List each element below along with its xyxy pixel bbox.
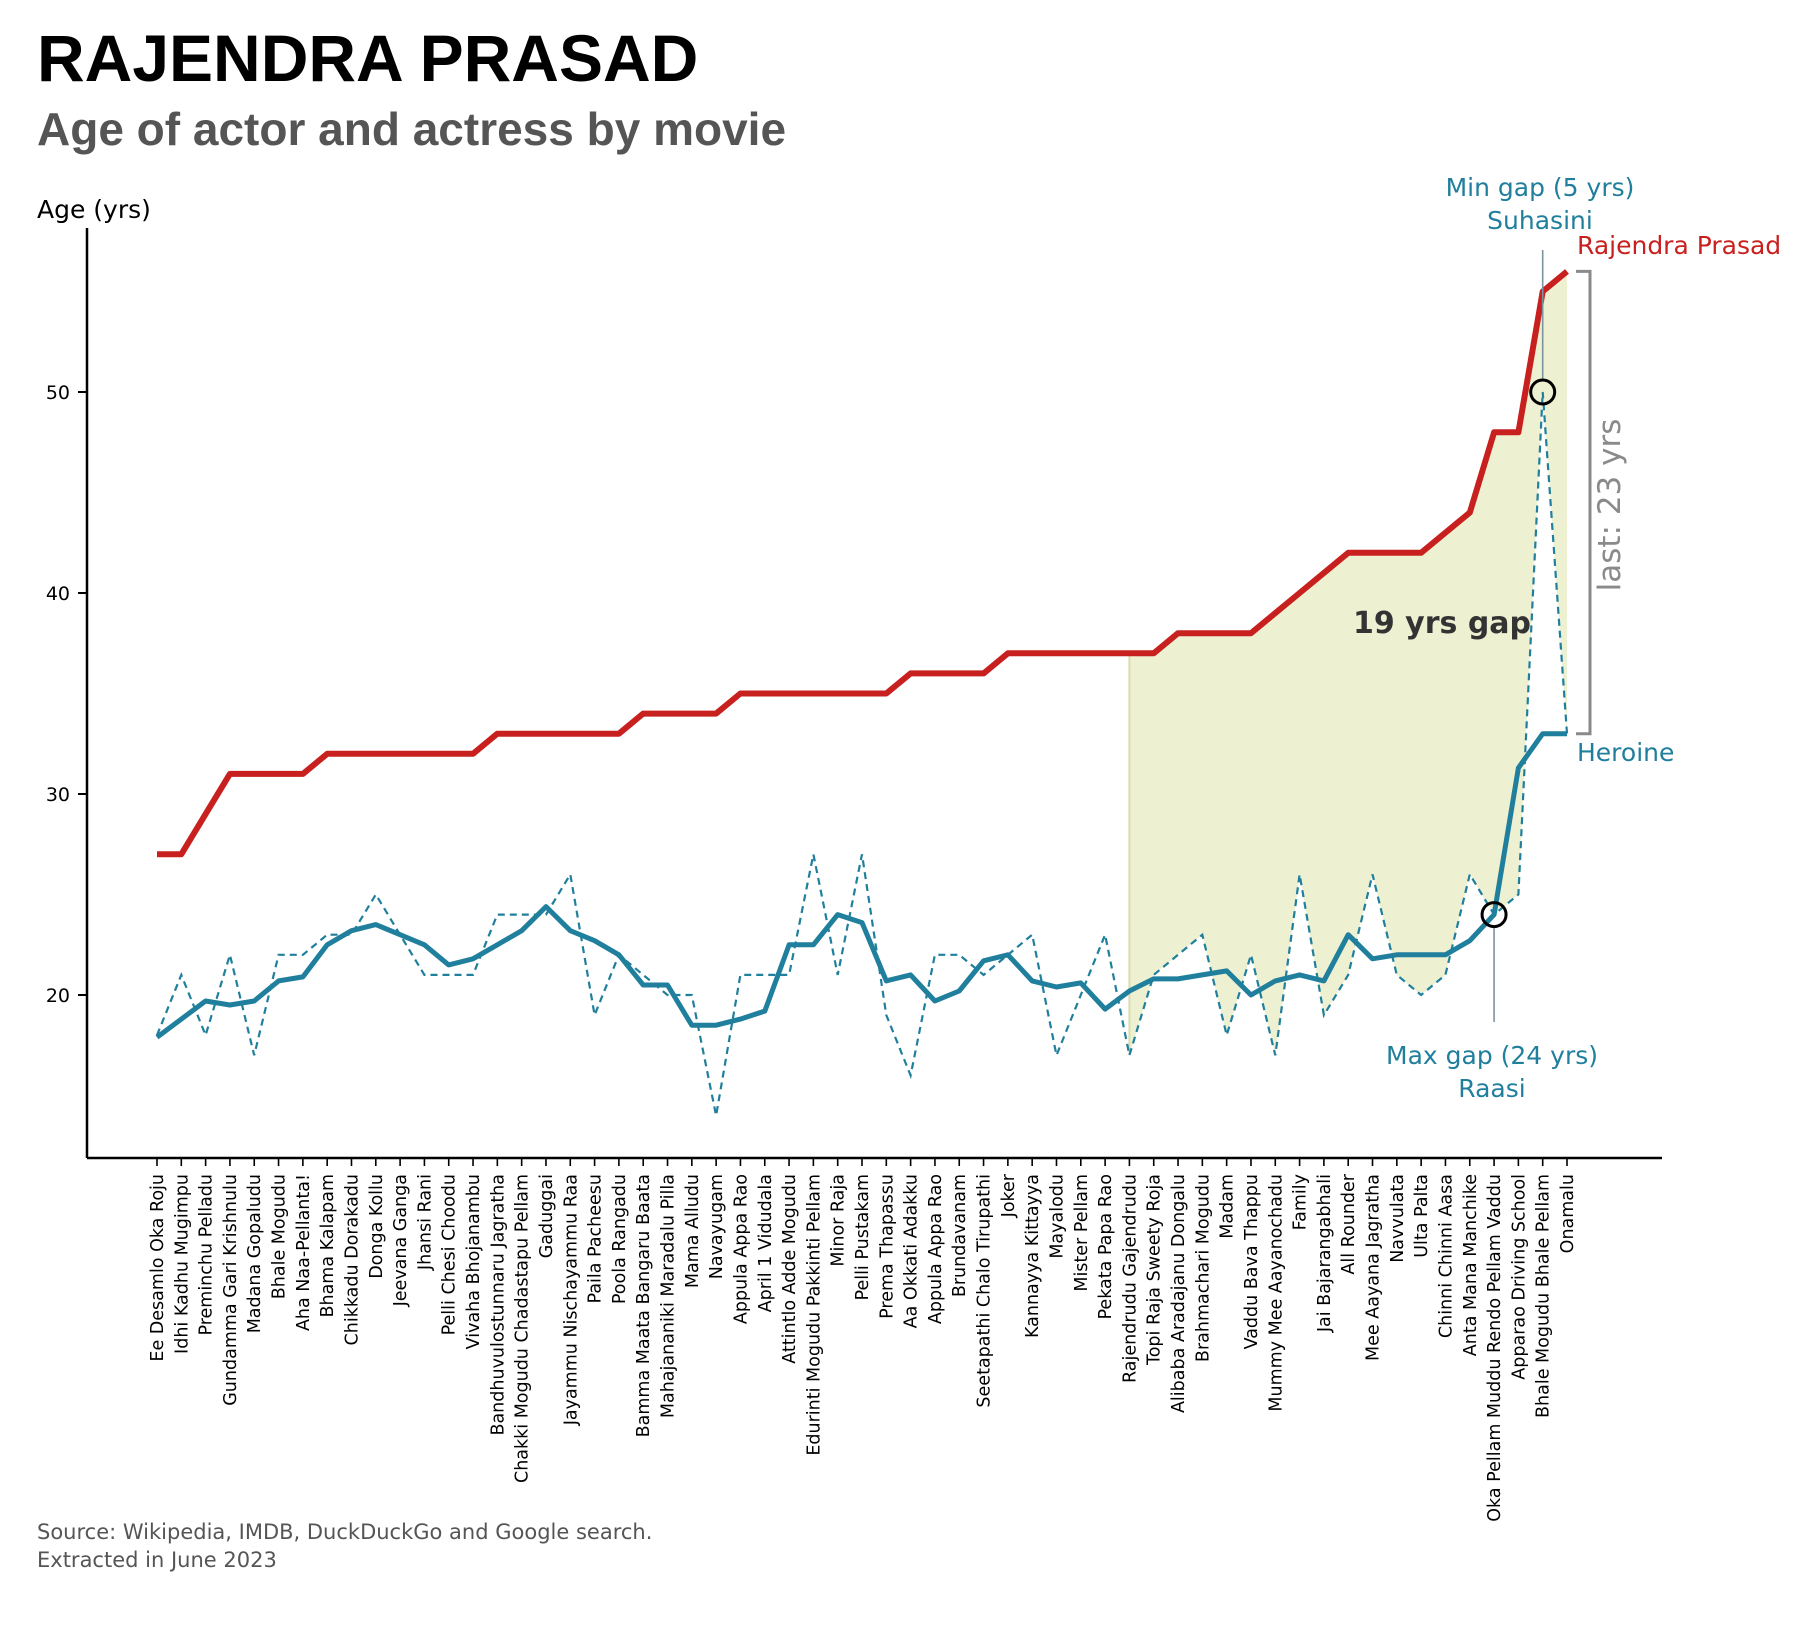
x-tick-label: Brahmachari Mogudu — [1193, 1174, 1213, 1362]
min-gap-marker — [1529, 378, 1557, 406]
x-tick-label: Gaduggai — [537, 1174, 557, 1258]
x-tick-label: Joker — [999, 1173, 1019, 1218]
x-tick-label: Bamma Maata Bangaru Baata — [634, 1174, 654, 1437]
min-gap-label-line1: Min gap (5 yrs) — [1446, 173, 1635, 202]
x-tick-label: Chikkadu Dorakadu — [343, 1174, 363, 1345]
last-gap-label: last: 23 yrs — [1592, 419, 1628, 592]
source-note: Source: Wikipedia, IMDB, DuckDuckGo and … — [37, 1518, 652, 1574]
series-layer — [155, 269, 1569, 1116]
x-tick-label: Attintlo Adde Mogudu — [780, 1174, 800, 1364]
x-tick-label: Family — [1291, 1174, 1311, 1230]
x-tick-label: Mee Aayana Jagratha — [1364, 1174, 1384, 1361]
x-tick-label: Oka Pellam Muddu Rendo Pellam Vaddu — [1485, 1174, 1505, 1522]
annotation-layer — [1480, 250, 1592, 1022]
max-gap-label-line1: Max gap (24 yrs) — [1386, 1041, 1598, 1070]
x-tick-label: Mama Alludu — [683, 1174, 703, 1288]
y-tick-label: 50 — [46, 382, 70, 404]
x-tick-label: Idhi Kadhu Mugimpu — [172, 1174, 192, 1354]
x-tick-label: Poola Rangadu — [610, 1174, 630, 1304]
x-tick-label: Jayammu Nischayammu Raa — [561, 1174, 581, 1426]
x-tick-label: Edurinti Mogudu Pakkinti Pellam — [804, 1174, 824, 1456]
heroine-age-line — [155, 731, 1567, 1040]
series-label-heroine: Heroine — [1577, 738, 1674, 767]
actor-age-line — [157, 269, 1569, 858]
x-tick-label: Rajendrudu Gajendrudu — [1120, 1174, 1140, 1383]
x-tick-label: All Rounder — [1339, 1173, 1359, 1274]
x-tick-label: Jhansi Rani — [415, 1174, 435, 1271]
max-gap-label-line2: Raasi — [1458, 1074, 1525, 1103]
x-tick-label: Bhale Mogudu — [270, 1174, 290, 1299]
y-tick-label: 30 — [46, 784, 70, 806]
x-tick-label: Preminchu Pelladu — [197, 1174, 217, 1336]
x-tick-label: Madana Gopaludu — [245, 1174, 265, 1333]
x-tick-label: Mister Pellam — [1072, 1174, 1092, 1292]
x-tick-label: Appula Appa Rao — [731, 1174, 751, 1324]
x-tick-label: Appula Appa Rao — [926, 1174, 946, 1324]
x-tick-label: Seetapathi Chalo Tirupathi — [975, 1174, 995, 1408]
x-tick-label: Navayugam — [707, 1174, 727, 1279]
x-tick-label: Bhale Mogudu Bhale Pellam — [1534, 1174, 1554, 1418]
x-tick-label: Aa Okkati Adakku — [902, 1174, 922, 1328]
x-tick-label: Prema Thapassu — [877, 1174, 897, 1319]
x-tick-label: Madam — [1218, 1174, 1238, 1239]
x-tick-label: Gundamma Gari Krishnulu — [221, 1174, 241, 1406]
y-axis-label: Age (yrs) — [37, 195, 151, 224]
x-tick-label: Navvulata — [1388, 1174, 1408, 1263]
source-line: Source: Wikipedia, IMDB, DuckDuckGo and … — [37, 1520, 653, 1544]
x-tick-label: Ee Desamlo Oka Roju — [148, 1174, 168, 1362]
x-tick-label: Onamalu — [1558, 1174, 1578, 1253]
axes-layer: 20 30 40 50 Ee Desamlo Oka Roju Idhi Kadhu Mu… — [46, 228, 1662, 1522]
x-tick-label: Jeevana Ganga — [391, 1174, 411, 1307]
min-gap-label-line2: Suhasini — [1487, 206, 1593, 235]
x-tick-label: Mummy Mee Aayanochadu — [1266, 1174, 1286, 1412]
series-label-actor: Rajendra Prasad — [1577, 231, 1781, 260]
x-tick-label: Bandhuvulostunnaru Jagratha — [488, 1174, 508, 1436]
x-tick-label: Jai Bajarangabhali — [1315, 1174, 1335, 1333]
x-tick-label: Anta Mana Manchike — [1461, 1174, 1481, 1356]
x-tick-label: Paila Pacheesu — [586, 1174, 606, 1303]
y-tick-label: 20 — [46, 985, 70, 1007]
x-tick-label: Pekata Papa Rao — [1096, 1174, 1116, 1320]
x-tick-label: Donga Kollu — [367, 1174, 387, 1279]
x-tick-label: Apparao Driving School — [1509, 1174, 1529, 1380]
x-tick-label: Mahajananiki Maradalu Pilla — [659, 1174, 679, 1418]
x-tick-label: Mayalodu — [1048, 1174, 1068, 1259]
max-gap-marker — [1480, 901, 1508, 929]
x-tick-label: Pelli Chesi Choodu — [440, 1174, 460, 1335]
chart-subtitle: Age of actor and actress by movie — [37, 103, 787, 155]
x-tick-label: Vivaha Bhojanambu — [464, 1174, 484, 1349]
x-tick-label: April 1 Vidudala — [756, 1174, 776, 1312]
x-tick-label: Alibaba Aradajanu Dongalu — [1169, 1174, 1189, 1413]
x-tick-label: Topi Raja Sweety Roja — [1145, 1174, 1165, 1366]
extraction-date: Extracted in June 2023 — [37, 1548, 277, 1572]
x-tick-label: Kannayya Kittayya — [1023, 1174, 1043, 1338]
gap-area — [1129, 271, 1567, 1056]
x-tick-label: Ulta Palta — [1412, 1174, 1432, 1258]
x-tick-label: Aha Naa-Pellanta! — [294, 1174, 314, 1331]
gap-label: 19 yrs gap — [1353, 606, 1531, 641]
x-tick-label: Bhama Kalapam — [318, 1174, 338, 1318]
x-tick-label: Chinni Chinni Aasa — [1436, 1174, 1456, 1338]
x-tick-label: Chakki Mogudu Chadastapu Pellam — [513, 1174, 533, 1483]
x-tick-label: Brundavanam — [950, 1174, 970, 1297]
x-tick-label: Vaddu Bava Thappu — [1242, 1174, 1262, 1349]
x-tick-label: Minor Raja — [829, 1174, 849, 1267]
x-tick-label: Pelli Pustakam — [853, 1174, 873, 1300]
chart-title: RAJENDRA PRASAD — [37, 21, 699, 95]
heroine-age-dashed-line — [155, 391, 1569, 1116]
last-gap-bracket — [1576, 269, 1592, 736]
y-tick-label: 40 — [46, 583, 70, 605]
